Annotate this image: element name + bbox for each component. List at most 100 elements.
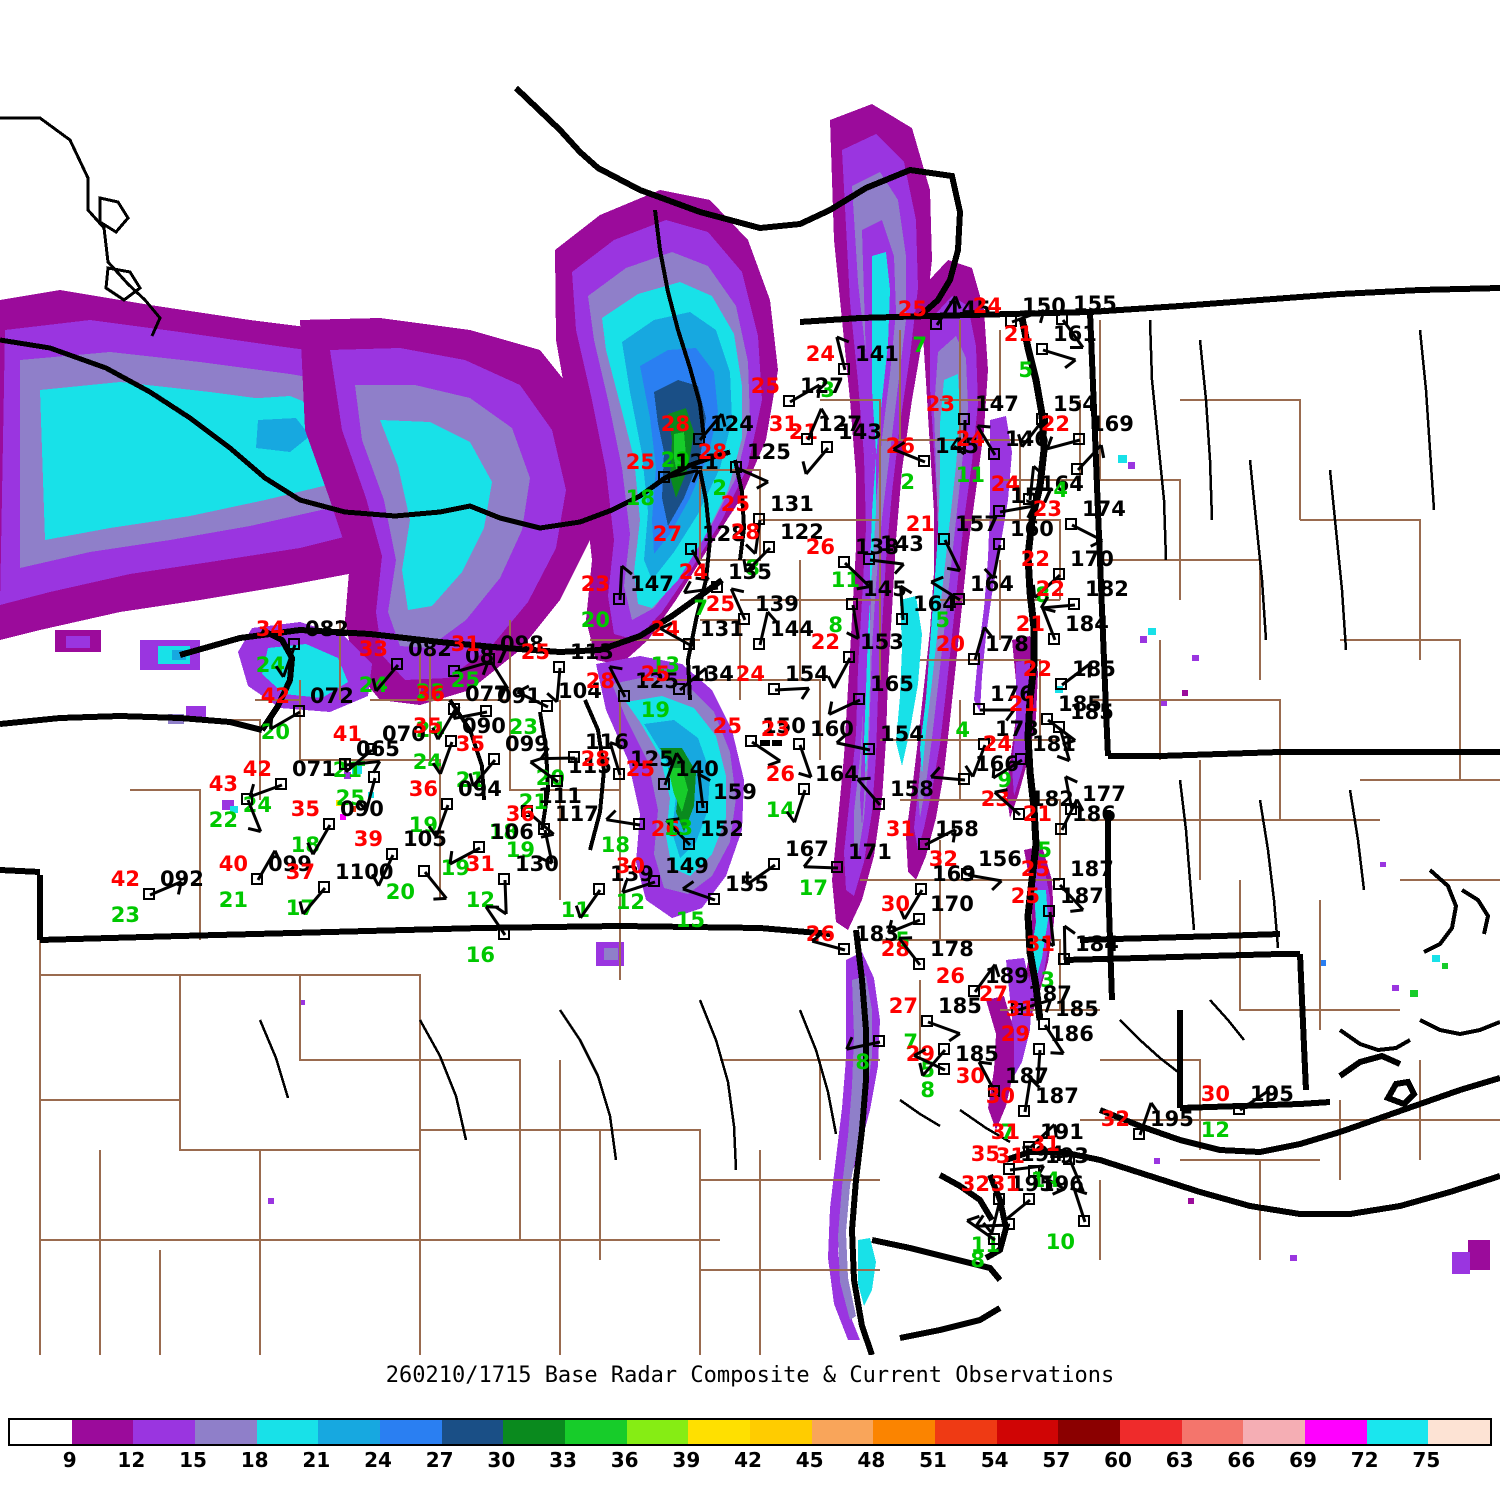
dewpoint-value: 7: [1000, 1120, 1015, 1144]
colorbar-cell-18: [1120, 1420, 1182, 1444]
temperature-value: 34: [255, 617, 285, 641]
pressure-value: 143: [880, 532, 924, 556]
product-title: 260210/1715 Base Radar Composite & Curre…: [385, 1362, 1115, 1388]
wind-barb-icon: [827, 698, 861, 716]
colorbar-cell-23: [1428, 1420, 1491, 1444]
dewpoint-value: 21: [218, 888, 248, 912]
dewpoint-value: 21: [518, 790, 548, 814]
temperature-value: 25: [705, 592, 735, 616]
dewpoint-value: 23: [110, 903, 140, 927]
station-symbol-icon: [968, 985, 980, 997]
station-symbol-icon: [953, 593, 965, 605]
temperature-value: 39: [353, 827, 383, 851]
station-symbol-icon: [1055, 678, 1067, 690]
wind-barb-icon: [431, 741, 454, 775]
pressure-value: 167: [785, 837, 829, 861]
temperature-value: 40: [218, 852, 248, 876]
pressure-value: 082: [408, 637, 452, 661]
station-symbol-icon: [873, 1035, 885, 1047]
wind-barb-icon: [1062, 924, 1076, 961]
station-symbol-icon: [1018, 1105, 1030, 1117]
wind-barb-icon: [1017, 998, 1052, 1013]
temperature-value: 22: [1040, 412, 1070, 436]
colorbar-tick-18: 18: [240, 1448, 269, 1472]
radar-region-mohawk-band: [555, 190, 778, 918]
pressure-value: 104: [558, 679, 602, 703]
wind-barb-icon: [345, 759, 382, 774]
wind-barb-icon: [798, 744, 813, 779]
colorbar-cell-8: [503, 1420, 566, 1444]
station-symbol-icon: [683, 638, 695, 650]
colorbar-cell-4: [256, 1420, 319, 1444]
wind-barb-icon: [423, 871, 448, 901]
temperature-value: 22: [1035, 577, 1065, 601]
wind-barb-icon: [980, 708, 1016, 722]
station-symbol-icon: [618, 690, 630, 702]
pressure-value: 105: [403, 827, 447, 851]
wind-barb-icon: [918, 1049, 947, 1077]
pressure-value: 184: [1075, 932, 1119, 956]
station-symbol-icon: [738, 613, 750, 625]
pressure-value: 125: [630, 747, 674, 771]
wind-barb-icon: [484, 905, 507, 936]
pressure-value: 141: [855, 342, 899, 366]
pressure-value: 090: [340, 797, 384, 821]
pressure-value: 125: [747, 440, 791, 464]
station-symbol-icon: [913, 958, 925, 970]
pressure-value: 158: [890, 777, 934, 801]
station-symbol-icon: [921, 1015, 933, 1027]
station-symbol-icon: [938, 533, 950, 545]
station-symbol-icon: [488, 753, 500, 765]
station-symbol-icon: [1053, 878, 1065, 890]
dewpoint-value: 7: [912, 333, 927, 357]
temperature-value: 25: [1010, 884, 1040, 908]
wind-barb-icon: [869, 558, 905, 575]
dewpoint-value: 11: [970, 1233, 1000, 1257]
state-and-coastline-boundaries: [0, 85, 1500, 1355]
colorbar-tick-69: 69: [1289, 1448, 1317, 1472]
colorbar-cell-13: [811, 1420, 874, 1444]
dewpoint-value: 5: [1018, 358, 1033, 382]
colorbar-cell-3: [195, 1420, 257, 1444]
station-symbol-icon: [1053, 568, 1065, 580]
wind-barb-icon: [977, 1060, 997, 1093]
pressure-value: 139: [610, 862, 654, 886]
wind-barb-icon: [806, 407, 830, 441]
pressure-value: 173: [995, 717, 1039, 741]
temperature-value: 31: [1030, 1132, 1060, 1156]
pressure-value: 177: [1082, 782, 1126, 806]
temperature-value: 31: [768, 412, 798, 436]
wind-barb-icon: [1061, 319, 1085, 349]
temperature-value: 28: [730, 520, 760, 544]
pressure-value: 157: [1010, 484, 1054, 508]
temperature-value: 21: [1003, 322, 1033, 346]
dewpoint-value: 4: [955, 718, 970, 742]
pressure-value: 124: [710, 412, 754, 436]
temperature-value: 23: [925, 392, 955, 416]
pressure-value: 164: [815, 762, 859, 786]
station-symbol-icon: [1023, 1141, 1035, 1153]
map-canvas: [0, 85, 1500, 1355]
colorbar-cell-1: [71, 1420, 134, 1444]
pressure-value: 182: [1085, 577, 1129, 601]
colorbar-tick-27: 27: [425, 1448, 454, 1472]
wind-barb-icon: [605, 809, 641, 827]
colorbar-tick-30: 30: [487, 1448, 516, 1472]
wind-barb-icon: [546, 667, 562, 704]
wind-barb-icon: [758, 610, 778, 646]
colorbar-cell-21: [1305, 1420, 1367, 1444]
colorbar-cell-11: [688, 1420, 751, 1444]
temperature-value: 21: [905, 512, 935, 536]
colorbar-tick-63: 63: [1165, 1448, 1194, 1472]
pressure-value: 143: [838, 420, 882, 444]
wind-barb-icon: [682, 880, 716, 902]
station-symbol-icon: [648, 875, 660, 887]
wind-barb-icon: [452, 706, 488, 720]
wind-barb-icon: [856, 776, 882, 806]
wind-barb-icon: [665, 817, 692, 847]
wind-barb-icon: [608, 741, 623, 776]
radar-map-panel[interactable]: 3424082332408223087422007231250982511336…: [0, 0, 1500, 1355]
pressure-value: 183: [855, 922, 899, 946]
colorbar-tick-66: 66: [1227, 1448, 1256, 1472]
station-symbol-icon: [1023, 1193, 1035, 1205]
